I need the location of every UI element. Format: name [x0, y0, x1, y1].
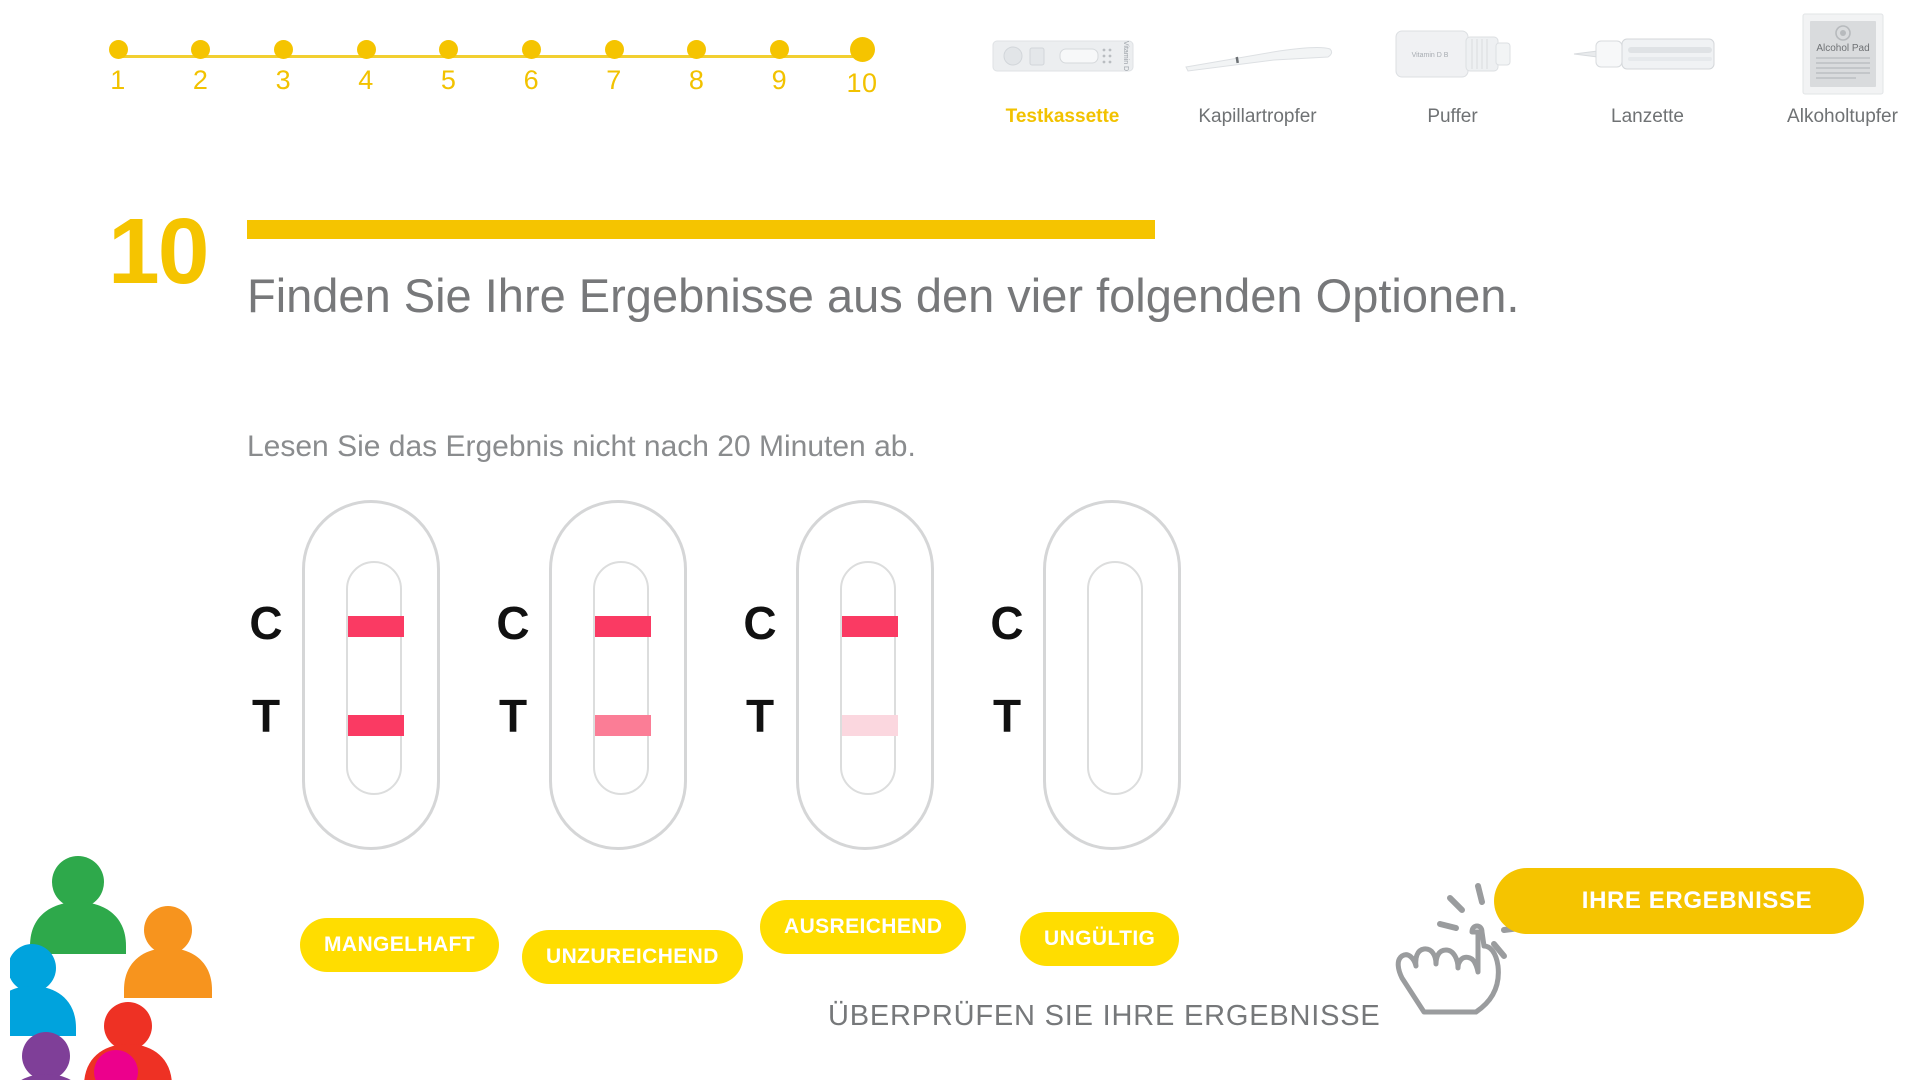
lancet-icon [1550, 8, 1745, 100]
cta-label: IHRE ERGEBNISSE [1581, 887, 1813, 914]
step-dot [769, 40, 789, 59]
cassette-window [346, 561, 404, 795]
step-item-4[interactable]: 4 [348, 36, 384, 96]
step-number-label: 4 [358, 65, 374, 95]
cta-caption: ÜBERPRÜFEN SIE IHRE ERGEBNISSE [828, 1000, 1381, 1032]
step-dot [849, 37, 875, 62]
cassette-window [593, 561, 651, 795]
test-band [348, 715, 404, 736]
svg-text:Vitamin D: Vitamin D [1122, 41, 1129, 71]
step-item-7[interactable]: 7 [596, 36, 632, 96]
step-dot [191, 40, 211, 59]
step-number-label: 2 [192, 65, 209, 95]
result-badge-ungueltig[interactable]: UNGÜLTIG [1020, 912, 1180, 966]
product-label: Testkassette [1005, 106, 1120, 127]
result-badge-unzureichend[interactable]: UNZUREICHEND [522, 930, 743, 984]
test-band [595, 715, 651, 736]
buffer-bottle-icon: Vitamin D B [1355, 8, 1550, 100]
test-line-label: T [992, 690, 1022, 742]
headline-rule [247, 220, 1155, 239]
alcohol-pad-icon: Alcohol Pad [1745, 8, 1920, 100]
step-item-1[interactable]: 1 [100, 36, 136, 96]
step-item-5[interactable]: 5 [431, 36, 467, 96]
step-dot [356, 40, 376, 59]
product-label: Alkoholtupfer [1787, 106, 1898, 127]
test-band [842, 715, 898, 736]
step-number-label: 1 [110, 65, 126, 95]
product-item-puffer[interactable]: Vitamin D B Puffer [1355, 8, 1550, 128]
result-badge-mangelhaft[interactable]: MANGELHAFT [300, 918, 499, 972]
svg-text:Alcohol Pad: Alcohol Pad [1816, 43, 1869, 54]
page-subtitle: Lesen Sie das Ergebnis nicht nach 20 Min… [247, 430, 916, 463]
step-indicator: 1 2 3 4 5 6 7 8 9 10 [100, 36, 900, 106]
control-line-label: C [249, 597, 283, 649]
cassette-window [1087, 561, 1143, 795]
step-item-9[interactable]: 9 [761, 36, 797, 96]
step-number-label: 9 [771, 65, 788, 95]
step-dot [108, 40, 128, 59]
control-line-label: C [496, 597, 530, 649]
test-cassette-icon: Vitamin D [965, 8, 1160, 100]
product-label: Puffer [1427, 106, 1478, 127]
product-strip: Vitamin D Testkassette Kapillartropfer [965, 8, 1920, 128]
product-item-kapillartropfer[interactable]: Kapillartropfer [1160, 8, 1355, 128]
control-band [595, 616, 651, 637]
cassette-body [1043, 500, 1181, 850]
step-item-8[interactable]: 8 [679, 36, 715, 96]
step-number-label: 3 [275, 65, 292, 95]
step-track [118, 55, 862, 58]
result-badge-ausreichend[interactable]: AUSREICHEND [760, 900, 967, 954]
step-dot [439, 40, 459, 59]
product-item-lanzette[interactable]: Lanzette [1550, 8, 1745, 128]
control-line-label: C [990, 597, 1024, 649]
test-line-label: T [745, 690, 775, 742]
cassette-body [549, 500, 687, 850]
step-item-3[interactable]: 3 [265, 36, 301, 96]
step-number-label: 8 [688, 65, 705, 95]
page-title: Finden Sie Ihre Ergebnisse aus den vier … [247, 269, 1520, 322]
control-band [348, 616, 404, 637]
product-item-alkoholtupfer[interactable]: Alcohol Pad Alkoholtupfer [1745, 8, 1920, 128]
capillary-dropper-icon [1160, 8, 1355, 100]
step-item-2[interactable]: 2 [183, 36, 219, 96]
step-dot [521, 40, 541, 59]
brand-logo [0, 850, 225, 1080]
step-number-label: 7 [606, 65, 622, 95]
test-line-label: T [498, 690, 528, 742]
product-label: Kapillartropfer [1198, 106, 1317, 127]
cassette-body [796, 500, 934, 850]
step-dot [687, 40, 707, 59]
product-item-testkassette[interactable]: Vitamin D Testkassette [965, 8, 1160, 128]
test-line-label: T [251, 690, 281, 742]
step-number-label: 6 [523, 65, 540, 95]
product-label: Lanzette [1611, 106, 1684, 127]
step-number-label: 10 [846, 68, 878, 98]
control-line-label: C [743, 597, 777, 649]
cassette-body [302, 500, 440, 850]
cassette-window [840, 561, 898, 795]
step-number-label: 5 [440, 65, 457, 95]
step-item-6[interactable]: 6 [513, 36, 549, 96]
svg-text:Vitamin D B: Vitamin D B [1411, 52, 1448, 59]
results-cta-button[interactable]: IHRE ERGEBNISSE [1494, 868, 1864, 934]
step-number: 10 [108, 199, 209, 303]
control-band [842, 616, 898, 637]
step-dot [273, 40, 293, 59]
step-dot [604, 40, 624, 59]
step-item-10[interactable]: 10 [844, 36, 880, 99]
